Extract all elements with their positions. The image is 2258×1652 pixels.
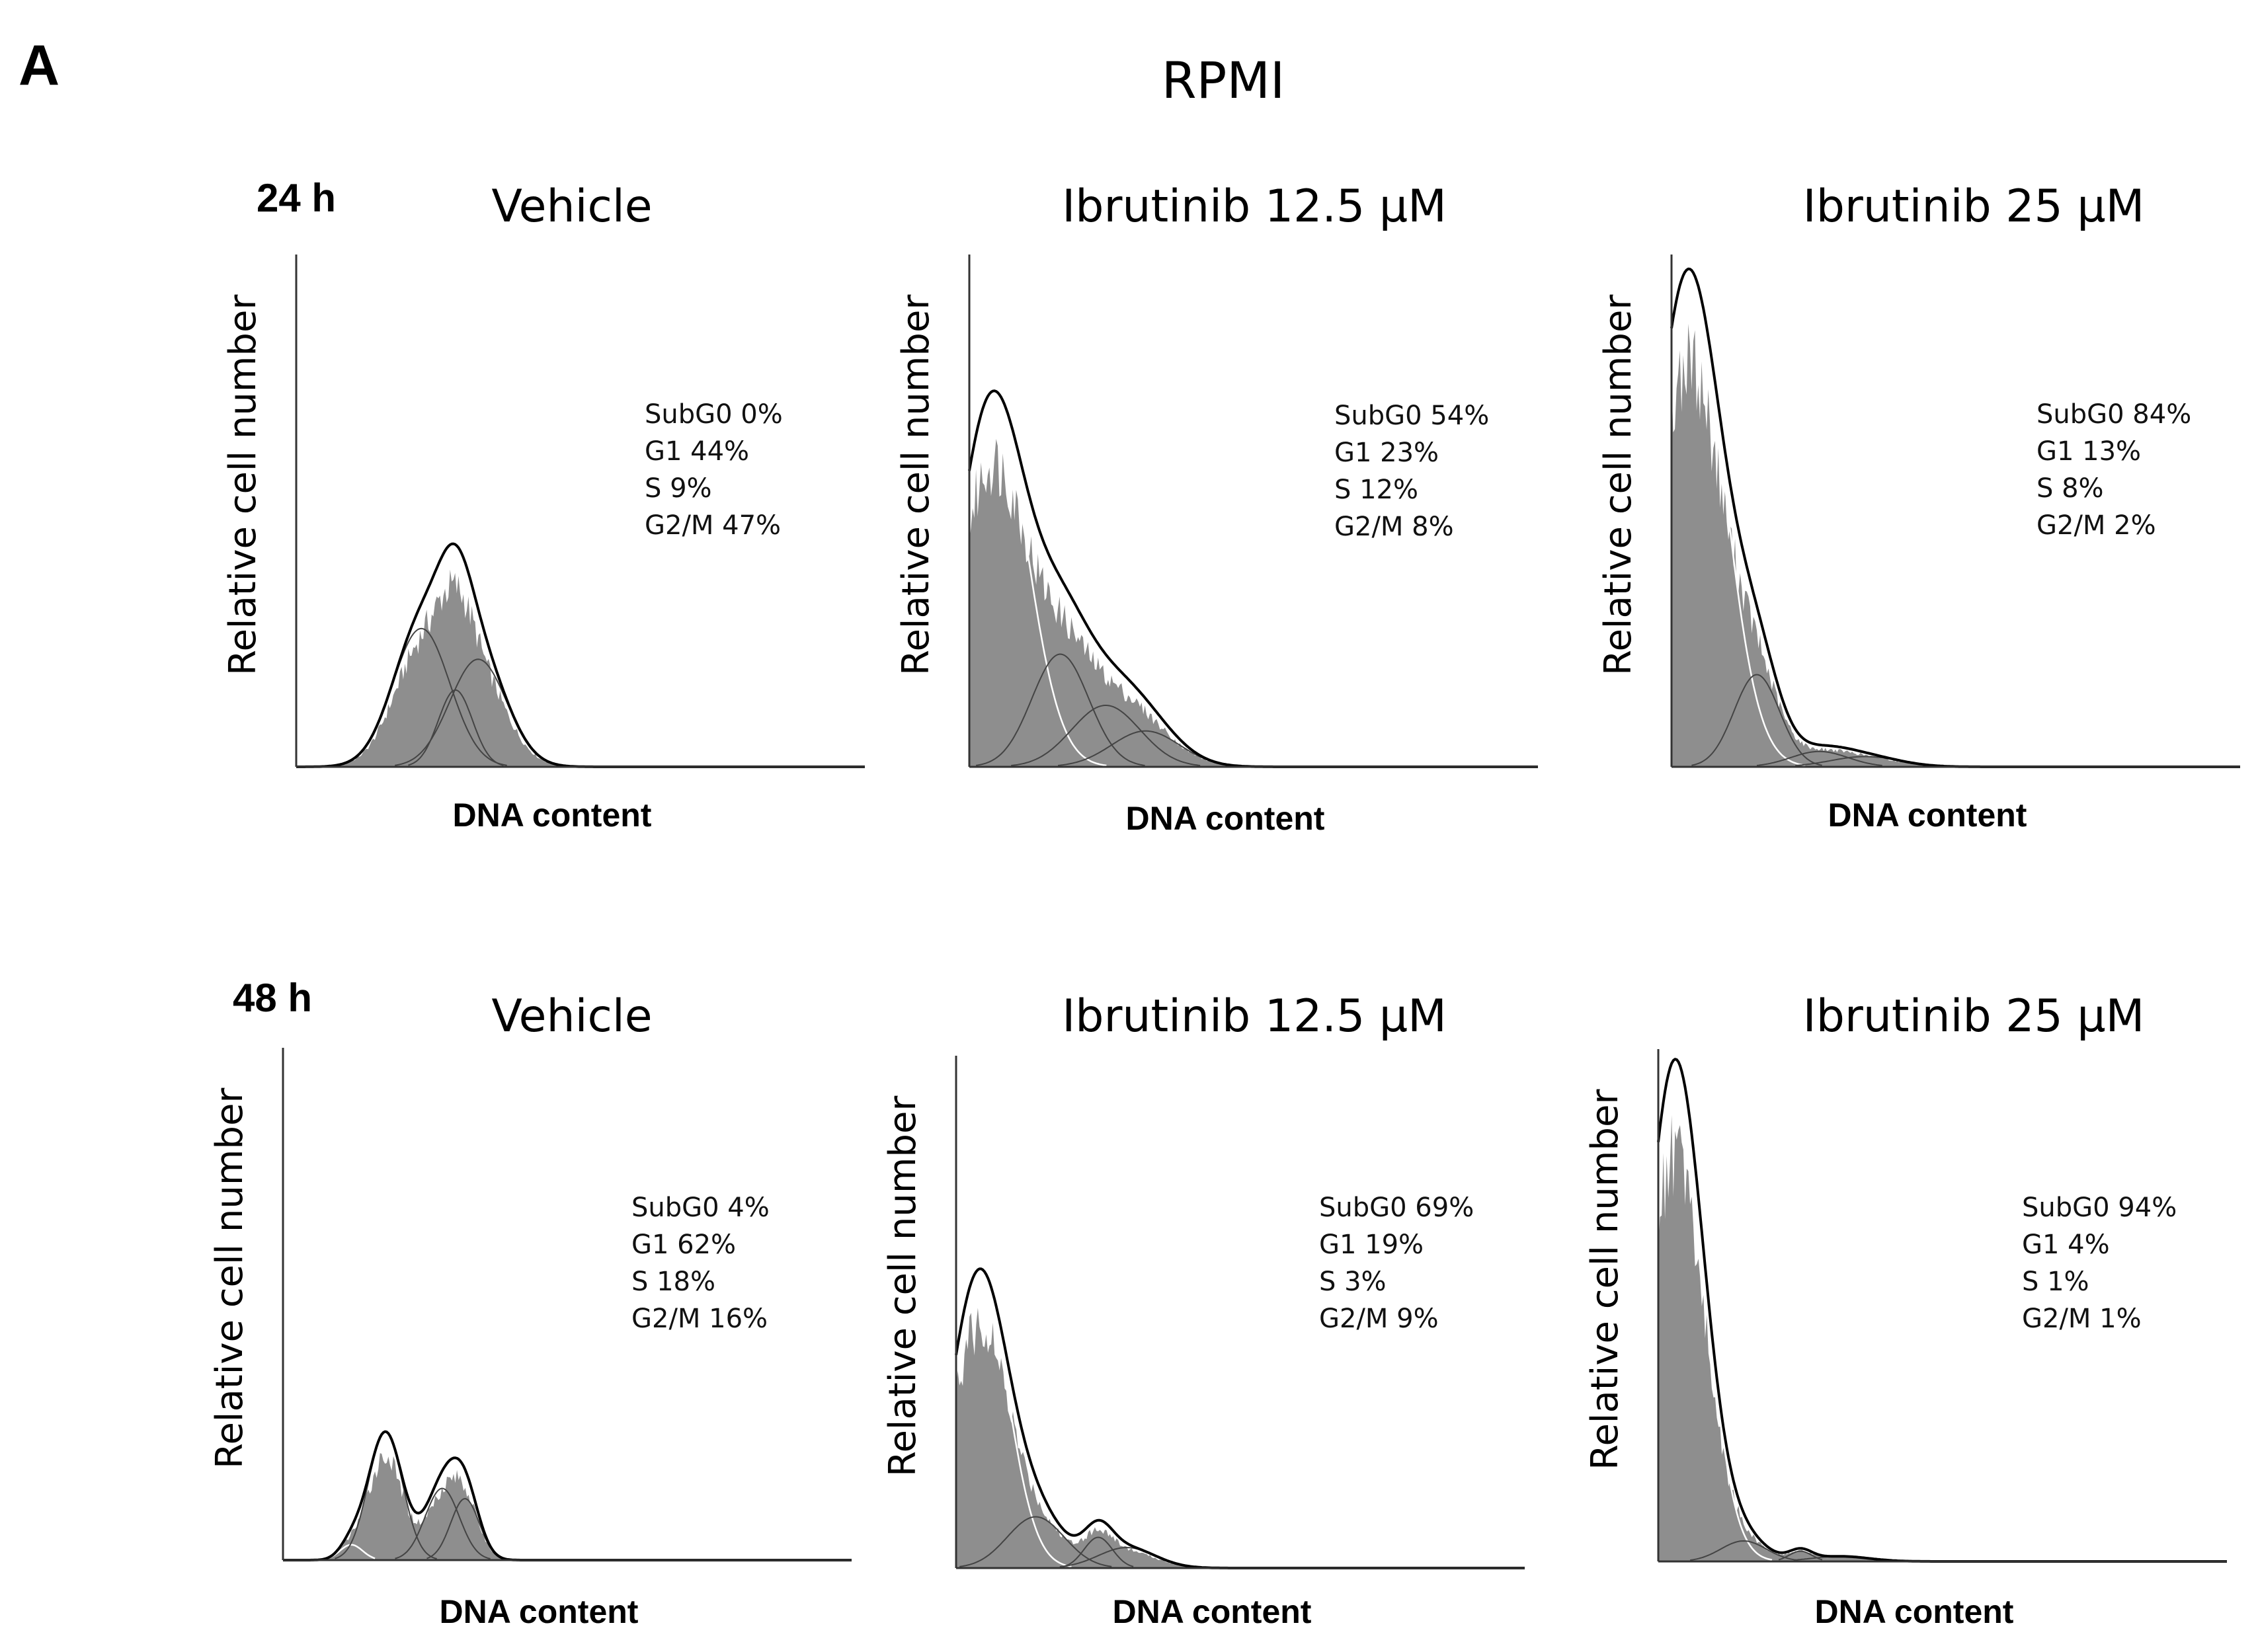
component-curve-subg0 — [968, 397, 1107, 767]
envelope-curve — [1657, 1058, 2227, 1563]
histogram-chart-2: Ibrutinib 12.5 μM Relative cell number DNA… — [895, 180, 1538, 837]
stat-g2m: G2/M 47% — [645, 510, 781, 541]
chart-title: Ibrutinib 12.5 μM — [1062, 990, 1447, 1042]
histogram-fill — [296, 569, 865, 767]
y-axis-label: Relative cell number — [1584, 1089, 1627, 1470]
component-curve-s — [1011, 705, 1201, 766]
stat-g1: G1 19% — [1319, 1230, 1424, 1260]
component-curve-s — [408, 689, 504, 766]
stat-g1: G1 13% — [2036, 436, 2141, 467]
stat-g1: G1 62% — [631, 1230, 736, 1260]
panel-letter: A — [19, 34, 60, 97]
y-axis-label: Relative cell number — [222, 294, 264, 676]
stat-s: S 8% — [2036, 473, 2104, 504]
component-curve-g1 — [959, 1516, 1112, 1567]
histogram-fill — [283, 1453, 852, 1560]
x-axis-label: DNA content — [440, 1593, 639, 1630]
histogram-chart-4: Vehicle Relative cell number DNA content Su… — [208, 990, 852, 1630]
y-axis-label: Relative cell number — [208, 1087, 251, 1469]
component-curve-s — [1778, 1550, 1823, 1561]
stat-s: S 1% — [2022, 1267, 2089, 1297]
y-axis-label: Relative cell number — [1597, 294, 1640, 676]
y-axis-label: Relative cell number — [881, 1095, 924, 1477]
component-curve-g1 — [1689, 1540, 1798, 1561]
component-curve-s — [1756, 750, 1882, 766]
stat-s: S 12% — [1334, 475, 1418, 505]
row-label-24h: 24 h — [257, 176, 336, 220]
stat-subg0: SubG0 69% — [1319, 1193, 1474, 1223]
stat-s: S 18% — [631, 1267, 715, 1297]
x-axis-label: DNA content — [1815, 1593, 2014, 1630]
figure-title: RPMI — [1162, 51, 1285, 110]
chart-title: Vehicle — [491, 990, 652, 1042]
x-axis-label: DNA content — [1113, 1593, 1312, 1630]
component-curve-subg0 — [955, 1275, 1072, 1568]
stat-subg0: SubG0 54% — [1334, 401, 1489, 431]
histogram-grid: Vehicle Relative cell number DNA content Su… — [208, 180, 2240, 1630]
stat-g1: G1 4% — [2022, 1230, 2110, 1260]
stat-g1: G1 44% — [645, 436, 749, 467]
histogram-fill — [956, 1308, 1525, 1568]
stat-subg0: SubG0 84% — [2036, 399, 2191, 430]
histogram-fill — [1672, 323, 2240, 767]
x-axis-label: DNA content — [453, 797, 652, 834]
component-curve-s — [395, 1487, 491, 1559]
stat-g2m: G2/M 9% — [1319, 1304, 1439, 1334]
stat-g1: G1 23% — [1334, 438, 1439, 468]
stat-g2m: G2/M 16% — [631, 1304, 768, 1334]
component-curve-g1 — [1691, 674, 1822, 766]
histogram-fill — [969, 439, 1538, 767]
x-axis-label: DNA content — [1828, 797, 2027, 834]
x-axis-label: DNA content — [1126, 800, 1325, 837]
histogram-chart-5: Ibrutinib 12.5 μM Relative cell number DNA… — [881, 990, 1525, 1630]
histogram-chart-1: Vehicle Relative cell number DNA content Su… — [222, 180, 865, 834]
stat-g2m: G2/M 1% — [2022, 1304, 2142, 1334]
row-label-48h: 48 h — [233, 976, 312, 1020]
y-axis-label: Relative cell number — [895, 294, 938, 676]
chart-title: Ibrutinib 25 μM — [1803, 180, 2145, 233]
stat-g2m: G2/M 8% — [1334, 512, 1454, 542]
stat-subg0: SubG0 94% — [2022, 1193, 2177, 1223]
stat-s: S 3% — [1319, 1267, 1387, 1297]
histogram-fill — [1658, 1115, 2227, 1561]
histogram-chart-3: Ibrutinib 25 μM Relative cell number DNA c… — [1597, 180, 2240, 834]
stat-subg0: SubG0 0% — [645, 399, 783, 430]
chart-title: Vehicle — [491, 180, 652, 233]
stat-g2m: G2/M 2% — [2036, 510, 2156, 541]
chart-title: Ibrutinib 25 μM — [1803, 990, 2145, 1042]
component-curve-s — [1063, 1536, 1134, 1567]
stat-subg0: SubG0 4% — [631, 1193, 770, 1223]
stat-s: S 9% — [645, 473, 712, 504]
component-curve-g1 — [975, 653, 1145, 766]
histogram-chart-6: Ibrutinib 25 μM Relative cell number DNA c… — [1584, 990, 2227, 1630]
chart-title: Ibrutinib 12.5 μM — [1062, 180, 1447, 233]
